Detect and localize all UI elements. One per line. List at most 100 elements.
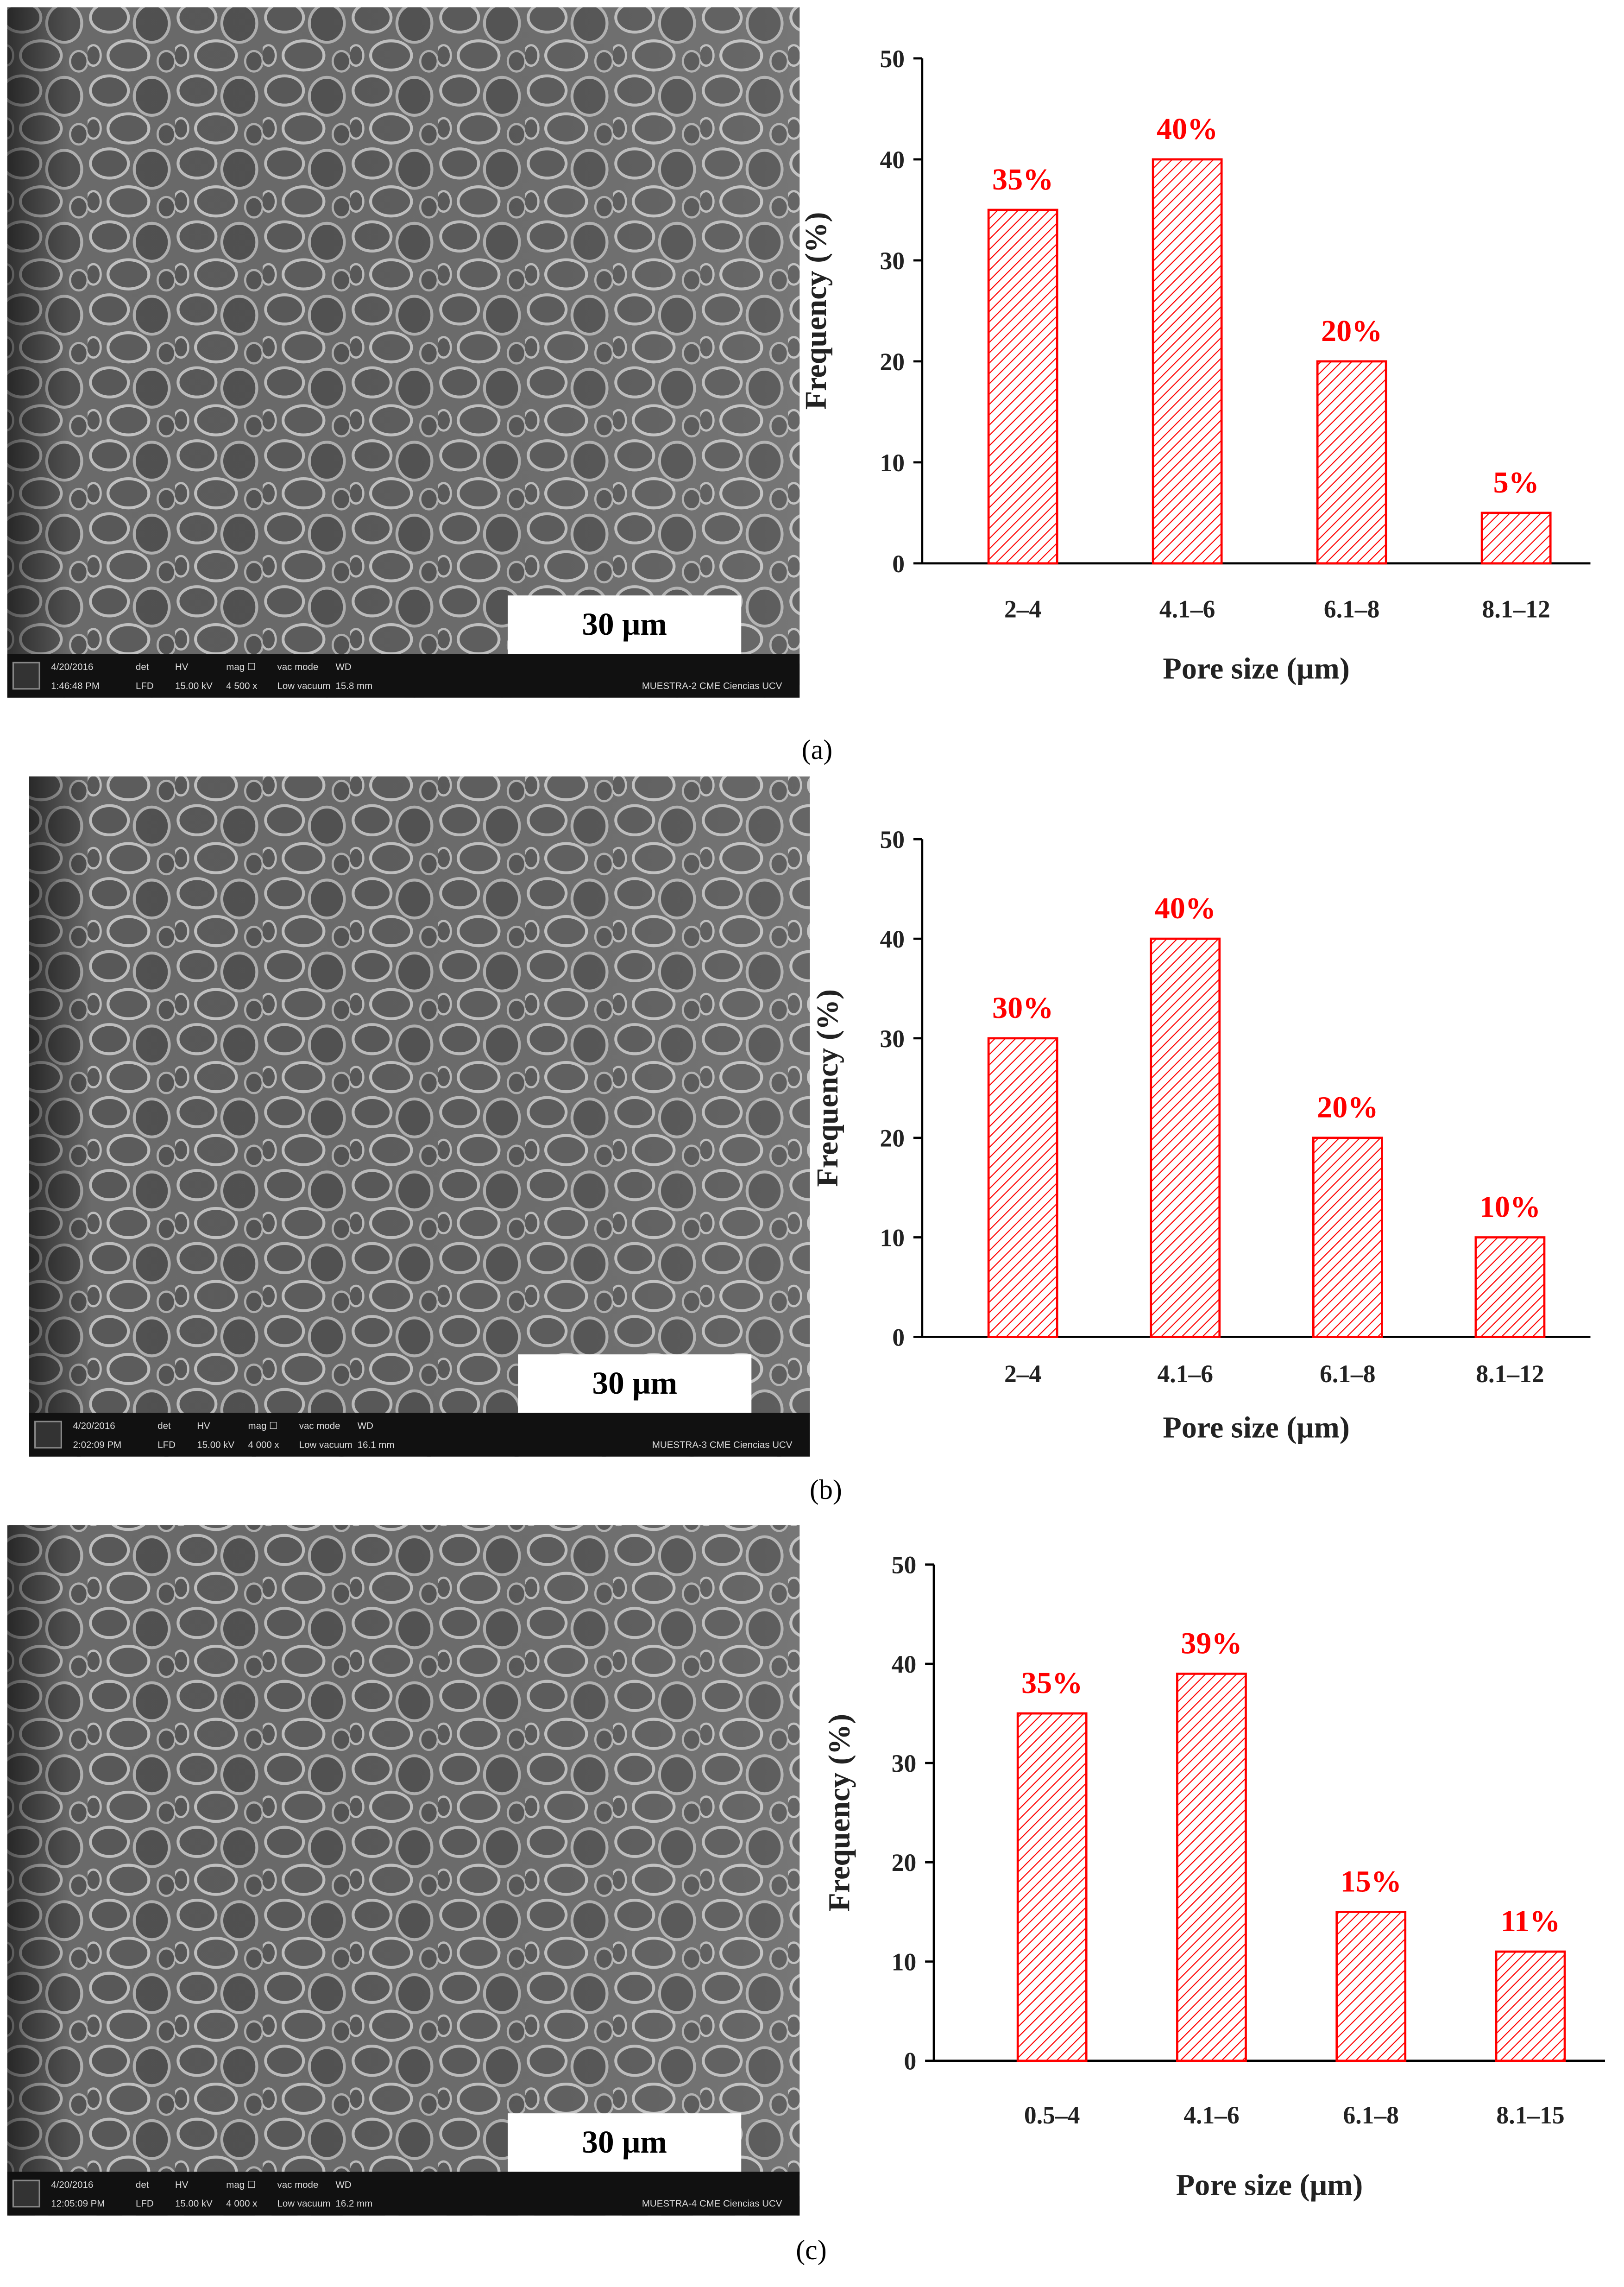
info-header: vac mode [277,2180,319,2190]
x-tick-label: 6.1–8 [1320,1360,1375,1388]
bar [1152,158,1223,565]
info-value: 12:05:09 PM [51,2199,105,2209]
info-value: 15.8 mm [336,681,373,691]
bar [1316,360,1387,565]
x-tick-label: 8.1–12 [1482,595,1550,623]
info-sample: MUESTRA-3 CME Ciencias UCV [652,1440,793,1450]
info-header: det [157,1421,171,1431]
info-bar [29,1413,810,1457]
scale-bar-label: 30 μm [582,606,667,642]
info-value: Low vacuum [277,681,331,691]
info-bar [7,2172,800,2216]
panel-label: (b) [810,1474,842,1505]
x-tick-label: 2–4 [1004,1360,1041,1388]
info-header: WD [358,1421,373,1431]
bar [1150,937,1221,1338]
micrograph-shade [29,776,810,1457]
info-logo [34,1421,62,1449]
micrograph-shade [7,1525,800,2216]
info-logo [12,2180,40,2208]
y-tick-label: 10 [880,1224,905,1251]
info-value: 2:02:09 PM [73,1440,122,1450]
x-tick-label: 4.1–6 [1183,2101,1239,2129]
value-label: 11% [1501,1904,1561,1938]
y-tick-label: 30 [880,247,905,275]
y-axis-title: Frequency (%) [799,212,833,410]
y-tick-label: 50 [880,45,905,73]
info-value: 15.00 kV [175,2199,213,2209]
info-value: 16.2 mm [336,2199,373,2209]
value-label: 30% [992,991,1053,1025]
bar [1312,1137,1383,1338]
y-tick-label: 20 [880,348,905,376]
info-value: LFD [157,1440,176,1450]
x-tick-label: 6.1–8 [1343,2101,1399,2129]
x-tick-label: 8.1–15 [1496,2101,1564,2129]
bar [1495,1950,1566,2062]
panel-label: (a) [802,734,832,765]
info-header: mag ☐ [248,1421,278,1431]
info-header: mag ☐ [226,662,256,672]
info-bar [7,654,800,698]
y-tick-label: 0 [892,1323,905,1351]
info-header: HV [197,1421,210,1431]
info-value: 15.00 kV [197,1440,234,1450]
y-tick-label: 0 [892,550,905,578]
info-header: det [136,662,149,672]
x-axis-title: Pore size (μm) [1163,1411,1349,1445]
scale-bar-box [518,1354,752,1413]
info-header: HV [175,2180,189,2190]
value-label: 35% [1021,1666,1083,1700]
value-label: 5% [1493,466,1539,499]
y-tick-label: 40 [880,146,905,174]
value-label: 40% [1155,891,1216,925]
x-axis-title: Pore size (μm) [1163,652,1349,686]
info-header: HV [175,662,189,672]
bar [987,1037,1058,1338]
x-tick-label: 8.1–12 [1476,1360,1544,1388]
info-value: Low vacuum [277,2199,331,2209]
y-tick-label: 0 [904,2047,916,2075]
info-value: LFD [136,681,154,691]
x-tick-label: 6.1–8 [1324,595,1379,623]
panel-label: (c) [796,2235,826,2265]
info-value: 1:46:48 PM [51,681,100,691]
info-value: 4 000 x [226,2199,258,2209]
x-axis-title: Pore size (μm) [1176,2168,1363,2202]
info-value: LFD [136,2199,154,2209]
info-header: mag ☐ [226,2180,256,2190]
bar [987,208,1058,565]
info-header: vac mode [299,1421,340,1431]
scale-bar-box [508,595,742,654]
y-tick-label: 20 [892,1849,917,1876]
y-tick-label: 50 [892,1551,917,1579]
info-header: WD [336,2180,352,2190]
value-label: 40% [1157,112,1218,146]
y-axis-title: Frequency (%) [811,989,844,1187]
info-sample: MUESTRA-2 CME Ciencias UCV [642,681,782,691]
y-tick-label: 40 [892,1650,917,1678]
value-label: 39% [1181,1626,1242,1660]
value-label: 35% [992,163,1053,196]
y-tick-label: 30 [880,1025,905,1053]
bar [1335,1911,1407,2062]
value-label: 20% [1317,1091,1378,1125]
info-value: 4 000 x [248,1440,280,1450]
x-tick-label: 0.5–4 [1024,2101,1080,2129]
info-header: det [136,2180,149,2190]
value-label: 20% [1321,314,1382,348]
x-tick-label: 2–4 [1004,595,1041,623]
bar [1176,1673,1247,2062]
y-tick-label: 20 [880,1125,905,1152]
y-tick-label: 10 [892,1948,917,1976]
info-header: 4/20/2016 [51,662,93,672]
value-label: 15% [1341,1864,1402,1898]
info-value: 4 500 x [226,681,258,691]
info-header: 4/20/2016 [73,1421,115,1431]
bar [1474,1236,1546,1338]
y-tick-label: 40 [880,925,905,953]
info-value: 15.00 kV [175,681,213,691]
info-header: WD [336,662,352,672]
